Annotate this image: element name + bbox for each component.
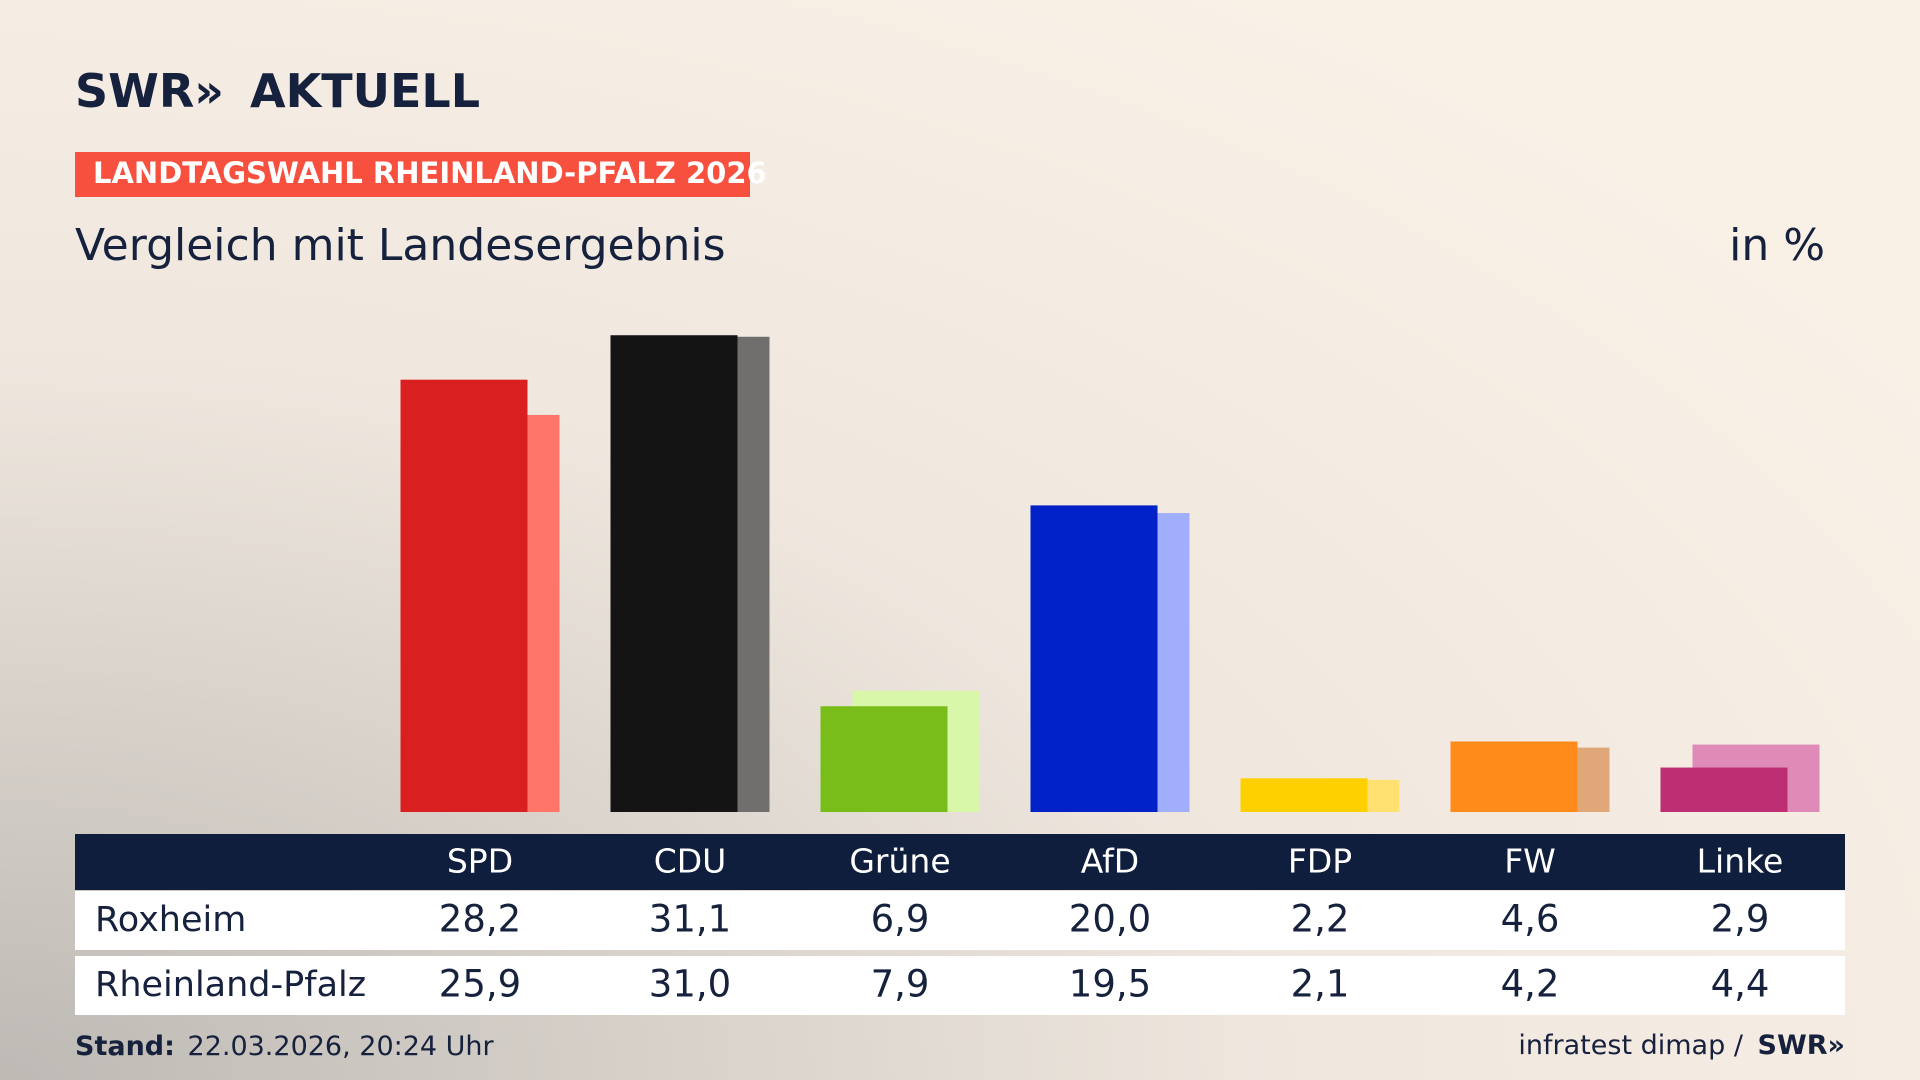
value-label: 2,9 (1711, 898, 1770, 941)
kicker-box (75, 152, 750, 197)
value-label: 20,0 (1069, 898, 1151, 941)
row-label: Rheinland-Pfalz (95, 965, 366, 1005)
table-row (75, 956, 1845, 1015)
bar (400, 379, 528, 812)
value-label: 6,9 (871, 898, 930, 941)
bar (1030, 505, 1158, 812)
value-label: 28,2 (439, 898, 521, 941)
source: infratest dimap / SWR» (1518, 1030, 1845, 1061)
table-header (75, 834, 1845, 890)
footer-label: Stand: (75, 1031, 175, 1062)
row-label: Roxheim (95, 900, 246, 940)
brand-logo: SWR» (75, 64, 224, 118)
column-header: SPD (447, 842, 513, 881)
value-label: 4,4 (1711, 963, 1770, 1006)
value-label: 4,2 (1501, 963, 1560, 1006)
column-header: Grüne (849, 842, 950, 881)
column-header: FW (1504, 842, 1556, 881)
bar (1450, 741, 1578, 812)
value-label: 2,1 (1291, 963, 1350, 1006)
bar (610, 335, 738, 812)
value-label: 2,2 (1291, 898, 1350, 941)
bar (820, 706, 948, 812)
value-label: 31,0 (649, 963, 731, 1006)
value-label: 7,9 (871, 963, 930, 1006)
column-header: AfD (1081, 842, 1139, 881)
footer-date: 22.03.2026, 20:24 Uhr (188, 1031, 495, 1062)
chart-title: Vergleich mit Landesergebnis (75, 220, 726, 271)
value-label: 19,5 (1069, 963, 1151, 1006)
bar (1660, 767, 1788, 812)
unit: in % (1729, 220, 1825, 271)
value-label: 25,9 (439, 963, 521, 1006)
source-brand: SWR» (1758, 1030, 1845, 1061)
brand: SWR» AKTUELL (75, 64, 480, 118)
footer: Stand: 22.03.2026, 20:24 Uhr (75, 1031, 495, 1062)
column-header: FDP (1288, 842, 1352, 881)
value-label: 31,1 (649, 898, 731, 941)
source-text: infratest dimap / (1518, 1030, 1743, 1061)
table-row (75, 891, 1845, 950)
value-label: 4,6 (1501, 898, 1560, 941)
kicker: LANDTAGSWAHL RHEINLAND-PFALZ 2026 (93, 156, 767, 190)
bar (1240, 778, 1368, 812)
column-header: Linke (1697, 842, 1784, 881)
brand-suffix: AKTUELL (250, 64, 480, 118)
column-header: CDU (654, 842, 727, 881)
